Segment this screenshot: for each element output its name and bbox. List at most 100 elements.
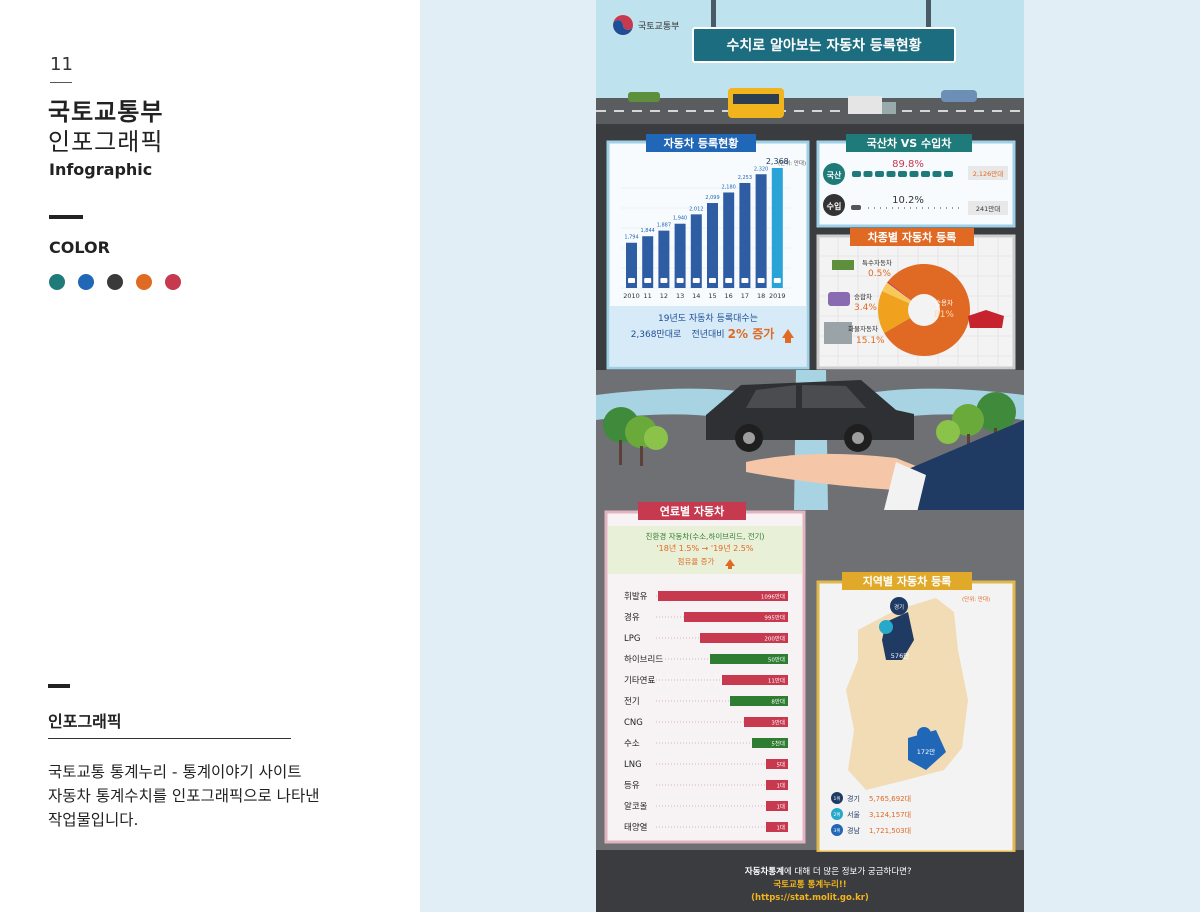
poster-canvas: 국토교통부 수치로 알아보는 자동차 등록현황 자동차 등록현황 (단위: 만대… — [596, 0, 1024, 912]
panel-title-bg — [638, 502, 746, 520]
fuel-bar — [766, 801, 788, 811]
fuel-bar — [722, 675, 788, 685]
panel-title-bg — [850, 228, 974, 246]
rank-region: 경기 — [847, 794, 860, 803]
fuel-title: 연료별 자동차 — [660, 504, 725, 518]
car-icon — [863, 171, 873, 177]
color-label: COLOR — [49, 238, 110, 257]
registration-bar — [755, 174, 767, 288]
car-icon — [852, 171, 861, 177]
fuel-name: 알코올 — [624, 801, 648, 812]
car-icon — [692, 278, 700, 283]
note-compare: 전년대비 — [691, 329, 724, 340]
vehicle-type-pie — [878, 264, 970, 357]
desc-line: 국토교통 통계누리 - 통계이야기 사이트 — [48, 763, 302, 781]
section-title: 인포그래픽 — [48, 712, 122, 731]
car-icon — [941, 90, 977, 102]
car-icon — [709, 278, 716, 283]
panel-title-bg — [842, 572, 972, 590]
fuel-bar — [730, 696, 788, 706]
bar-value-label: 1,794 — [624, 235, 638, 241]
year-label: 17 — [741, 292, 749, 300]
region-title: 지역별 자동차 등록 — [863, 574, 952, 588]
bar-value-label: 2,012 — [689, 206, 703, 212]
car-icon — [660, 278, 668, 283]
fuel-bar — [700, 633, 788, 643]
sign-post — [926, 0, 931, 30]
fuel-bar — [658, 591, 788, 601]
rank-region: 서울 — [847, 810, 860, 819]
rank-number: 2위 — [833, 811, 840, 818]
car-icon — [628, 92, 660, 102]
year-label: 2019 — [769, 292, 786, 300]
van-label: 승합차 — [854, 292, 872, 301]
gyeongnam-region — [908, 730, 946, 770]
rank-value: 1,721,503대 — [869, 827, 911, 835]
year-label: 15 — [708, 292, 716, 300]
car-label: 승용차 — [935, 298, 953, 307]
eco-line2: '18년 1.5% → '19년 2.5% — [656, 543, 753, 553]
car-icon — [741, 278, 749, 283]
fuel-value: 1대 — [776, 824, 785, 832]
gyeonggi-value: 576만 — [891, 651, 909, 660]
fuel-name: 경유 — [624, 612, 640, 623]
bar-value-label: 1,844 — [641, 228, 655, 234]
bar-value-label: 2,253 — [738, 175, 752, 181]
fuel-name: CNG — [624, 718, 643, 728]
footer-line1: 에 대해 더 많은 정보가 궁금하다면? — [784, 866, 912, 877]
note-line1: 19년도 자동차 등록대수는 — [658, 312, 758, 324]
region-unit: (단위: 만대) — [962, 595, 990, 603]
domestic-car-icons — [852, 171, 953, 177]
title-ministry: 국토교통부 — [48, 98, 164, 126]
bar-value-label: 2,180 — [722, 184, 736, 190]
registration-note-bg — [610, 306, 806, 366]
fuel-value: 995만대 — [764, 614, 785, 622]
bar-value-label: 1,887 — [657, 223, 671, 229]
fuel-value: 11만대 — [768, 677, 785, 685]
page-number: 11 — [50, 54, 73, 75]
registration-bar — [674, 223, 686, 288]
rank-badge — [831, 808, 843, 820]
domestic-badge — [823, 163, 845, 185]
year-label: 18 — [757, 292, 765, 300]
fuel-value: 8만대 — [771, 698, 785, 706]
color-swatch — [49, 274, 65, 290]
arrow-up-icon — [725, 559, 735, 569]
rank-badge — [831, 792, 843, 804]
car-icon — [944, 171, 953, 177]
year-label: 16 — [725, 292, 733, 300]
special-pct: 0.5% — [868, 269, 891, 279]
arrow-up-icon — [782, 329, 794, 343]
fuel-value: 3만대 — [771, 719, 785, 727]
fuel-value: 50만대 — [768, 656, 785, 664]
gyeonggi-pin-label: 경기 — [894, 603, 904, 611]
truck-pct: 15.1% — [856, 336, 885, 346]
registration-bar — [771, 168, 783, 288]
fuel-bar — [766, 822, 788, 832]
unit-label: (단위: 만대) — [778, 159, 806, 167]
map-pin-icon — [917, 727, 931, 741]
footer — [596, 852, 1024, 912]
vehicle-type-title: 차종별 자동차 등록 — [868, 230, 957, 244]
bar-value-label: 1,940 — [673, 216, 687, 222]
main-title: 수치로 알아보는 자동차 등록현황 — [727, 37, 922, 54]
van-pct: 3.4% — [854, 303, 877, 313]
car-icon — [725, 278, 733, 283]
infographic-poster: 국토교통부 수치로 알아보는 자동차 등록현황 자동차 등록현황 (단위: 만대… — [596, 0, 1024, 912]
map-pin-icon — [879, 620, 893, 634]
domestic-label: 국산 — [827, 170, 842, 180]
fuel-value: 5대 — [776, 761, 785, 769]
car-icon — [898, 171, 907, 177]
registration-bar — [658, 230, 670, 288]
car-icon — [628, 278, 635, 283]
year-label: 13 — [676, 292, 684, 300]
registration-bar — [690, 214, 702, 288]
section-underline — [48, 738, 291, 739]
registration-bar — [707, 203, 718, 288]
car-icon — [851, 205, 861, 210]
footer-url[interactable]: (https://stat.molit.go.kr) — [751, 893, 869, 903]
truck-icon — [848, 96, 882, 114]
fuel-bar — [766, 780, 788, 790]
map-pin-icon — [890, 597, 908, 615]
